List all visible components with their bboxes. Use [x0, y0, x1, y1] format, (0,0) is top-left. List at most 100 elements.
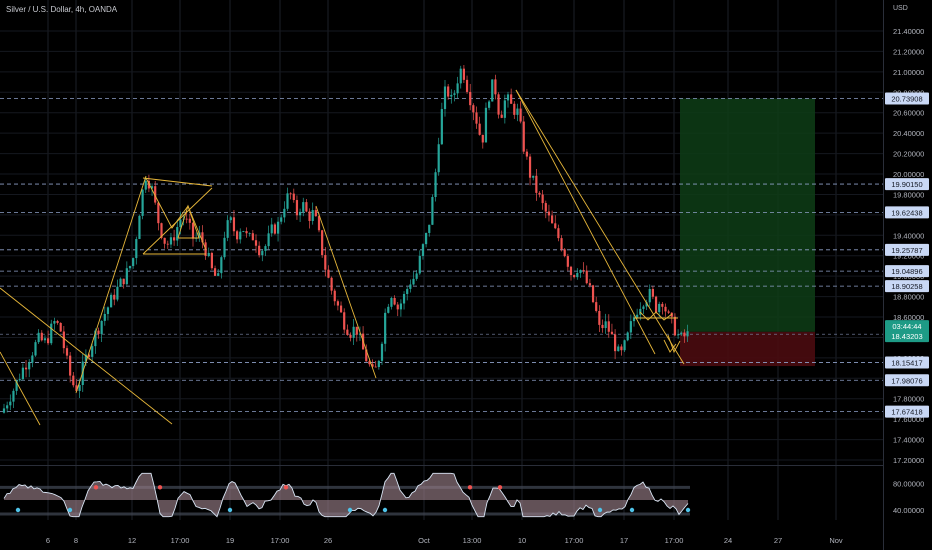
candle-body — [387, 306, 390, 313]
candle-body — [261, 250, 264, 256]
candle-body — [103, 313, 106, 321]
long-position-tool[interactable] — [680, 98, 815, 367]
candle-body — [390, 297, 393, 307]
candle-body — [677, 334, 680, 336]
time-tick-label: 17:00 — [271, 536, 290, 545]
time-tick-label: Nov — [829, 536, 843, 545]
candle-body — [396, 304, 399, 310]
candle-body — [207, 252, 210, 257]
candle-body — [336, 301, 339, 306]
profit-zone[interactable] — [680, 98, 815, 332]
candle-body — [488, 101, 491, 108]
candle-body — [431, 197, 434, 225]
candle-body — [110, 294, 113, 308]
candle-body — [116, 286, 119, 300]
candle-body — [642, 306, 645, 309]
candle-body — [40, 332, 43, 341]
trend-drawings — [0, 89, 685, 426]
candle-body — [220, 257, 223, 274]
candle-body — [355, 326, 358, 335]
candle-body — [132, 258, 135, 267]
candle-body — [450, 94, 453, 97]
candle-body — [87, 354, 91, 357]
candle-body — [620, 346, 623, 351]
candle-body — [465, 79, 469, 92]
time-tick-label: Oct — [418, 536, 431, 545]
candle-body — [377, 360, 380, 368]
candle-body — [264, 246, 267, 251]
candle-body — [24, 367, 28, 370]
candle-body — [239, 231, 242, 240]
candle-body — [59, 322, 62, 332]
candle-body — [119, 278, 122, 287]
candle-body — [31, 355, 34, 363]
time-tick-label: 17:00 — [565, 536, 584, 545]
candle-body — [664, 306, 667, 312]
price-tick-label: 21.00000 — [893, 68, 924, 77]
candle-body — [295, 200, 299, 216]
candle-body — [478, 123, 481, 135]
stop-zone[interactable] — [680, 331, 815, 367]
candle-body — [497, 94, 500, 115]
candle-body — [72, 375, 75, 386]
price-levels — [0, 98, 883, 412]
candle-body — [188, 218, 191, 223]
time-tick-label: 12 — [128, 536, 136, 545]
candle-body — [147, 180, 150, 189]
candle-body — [15, 380, 18, 391]
candle-body — [160, 223, 163, 238]
candle-body — [673, 316, 677, 336]
candle-body — [365, 349, 368, 362]
level-tag-background — [885, 280, 929, 293]
countdown-label: 03:44:44 — [892, 322, 921, 331]
level-tag-background — [885, 265, 929, 278]
candle-body — [425, 232, 428, 245]
candle-body — [535, 175, 538, 193]
candle-body — [242, 231, 245, 232]
candle-body — [166, 243, 169, 245]
candle-body — [658, 303, 661, 313]
candle-body — [607, 321, 610, 332]
candle-body — [122, 278, 125, 285]
price-tick-label: 17.60000 — [893, 415, 924, 424]
candle-body — [113, 294, 116, 300]
candle-body — [157, 202, 160, 224]
candle-body — [141, 189, 144, 216]
price-tick-label: 17.80000 — [893, 395, 924, 404]
candle-body — [352, 326, 355, 338]
candle-body — [541, 194, 544, 204]
oscillator-pane — [0, 472, 691, 518]
candle-body — [384, 312, 387, 344]
candle-body — [65, 348, 69, 356]
candle-body — [47, 338, 50, 344]
candle-body — [380, 343, 384, 361]
candle-body — [456, 83, 459, 94]
candle-body — [78, 384, 81, 391]
candle-body — [368, 361, 371, 365]
price-tick-label: 18.60000 — [893, 313, 924, 322]
candle-body — [551, 215, 554, 224]
oscillator-signal-dot — [283, 485, 289, 490]
candle-body — [566, 256, 569, 267]
candle-body — [163, 237, 166, 244]
candle-body — [251, 233, 254, 241]
candle-body — [305, 202, 308, 212]
candle-body — [37, 332, 40, 343]
candle-body — [525, 151, 528, 157]
candle-body — [516, 108, 519, 115]
candle-body — [314, 210, 317, 217]
candle-body — [469, 91, 472, 106]
candle-body — [528, 156, 532, 178]
candle-body — [358, 333, 362, 335]
candle-body — [176, 227, 179, 241]
time-tick-label: 24 — [724, 536, 732, 545]
candle-body — [43, 338, 47, 341]
trendline — [75, 175, 147, 394]
oscillator-signal-dot — [597, 507, 603, 513]
candle-body — [374, 366, 377, 368]
trendline — [142, 177, 213, 187]
candle-body — [591, 285, 595, 303]
candle-body — [128, 266, 132, 269]
